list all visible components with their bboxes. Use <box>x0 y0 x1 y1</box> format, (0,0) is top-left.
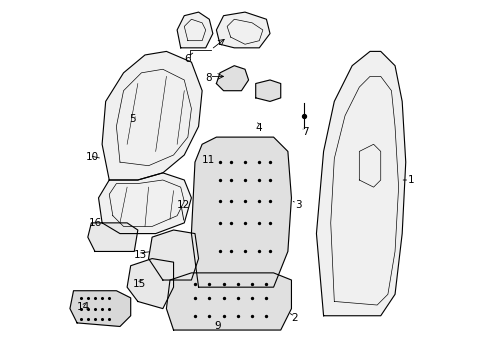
Text: 16: 16 <box>89 218 102 228</box>
Point <box>84 306 92 311</box>
Polygon shape <box>177 12 213 48</box>
Point <box>98 316 106 322</box>
Point <box>266 220 274 226</box>
Point <box>105 306 113 311</box>
Point <box>98 306 106 311</box>
Point <box>77 306 85 311</box>
Text: 5: 5 <box>129 114 136 124</box>
Text: 13: 13 <box>134 250 147 260</box>
Polygon shape <box>317 51 406 316</box>
Point <box>263 295 270 301</box>
Point <box>241 159 249 165</box>
Point <box>227 248 235 254</box>
Point <box>248 281 256 287</box>
Point <box>255 159 263 165</box>
Point <box>84 316 92 322</box>
Point <box>227 220 235 226</box>
Point <box>255 199 263 204</box>
Point <box>255 177 263 183</box>
Text: 14: 14 <box>77 302 90 312</box>
Point <box>263 281 270 287</box>
Text: 2: 2 <box>292 312 298 323</box>
Text: 6: 6 <box>184 54 191 64</box>
Point <box>227 159 235 165</box>
Text: 10: 10 <box>86 152 99 162</box>
Point <box>266 199 274 204</box>
Polygon shape <box>217 12 270 48</box>
Polygon shape <box>70 291 131 327</box>
Polygon shape <box>217 66 248 91</box>
Point <box>300 113 308 118</box>
Point <box>255 220 263 226</box>
Point <box>266 159 274 165</box>
Point <box>241 199 249 204</box>
Point <box>191 313 199 319</box>
Point <box>234 313 242 319</box>
Point <box>241 248 249 254</box>
Polygon shape <box>88 223 138 251</box>
Point <box>216 248 224 254</box>
Point <box>248 313 256 319</box>
Point <box>205 295 213 301</box>
Point <box>216 177 224 183</box>
Text: 15: 15 <box>132 279 146 289</box>
Polygon shape <box>148 230 198 280</box>
Point <box>234 281 242 287</box>
Point <box>98 295 106 301</box>
Point <box>191 295 199 301</box>
Point <box>241 177 249 183</box>
Point <box>84 295 92 301</box>
Text: 4: 4 <box>256 123 262 133</box>
Point <box>220 281 227 287</box>
Point <box>234 295 242 301</box>
Text: 11: 11 <box>202 156 216 165</box>
Point <box>255 248 263 254</box>
Point <box>105 295 113 301</box>
Point <box>77 316 85 322</box>
Point <box>266 248 274 254</box>
Text: 12: 12 <box>177 200 191 210</box>
Point <box>263 313 270 319</box>
Point <box>227 199 235 204</box>
Point <box>205 281 213 287</box>
Point <box>191 281 199 287</box>
Point <box>216 159 224 165</box>
Text: 1: 1 <box>408 175 414 185</box>
Point <box>220 295 227 301</box>
Point <box>220 313 227 319</box>
Point <box>91 306 99 311</box>
Point <box>227 177 235 183</box>
Point <box>216 220 224 226</box>
Polygon shape <box>102 51 202 180</box>
Text: 8: 8 <box>206 73 212 83</box>
Point <box>248 295 256 301</box>
Point <box>105 316 113 322</box>
Polygon shape <box>98 173 192 234</box>
Text: 3: 3 <box>295 200 302 210</box>
Text: 7: 7 <box>302 127 309 137</box>
Point <box>205 313 213 319</box>
Point <box>216 199 224 204</box>
Polygon shape <box>256 80 281 102</box>
Point <box>91 295 99 301</box>
Point <box>241 220 249 226</box>
Point <box>91 316 99 322</box>
Polygon shape <box>192 137 292 287</box>
Polygon shape <box>167 273 292 330</box>
Polygon shape <box>127 258 173 309</box>
Point <box>266 177 274 183</box>
Point <box>77 295 85 301</box>
Text: 9: 9 <box>215 321 221 332</box>
